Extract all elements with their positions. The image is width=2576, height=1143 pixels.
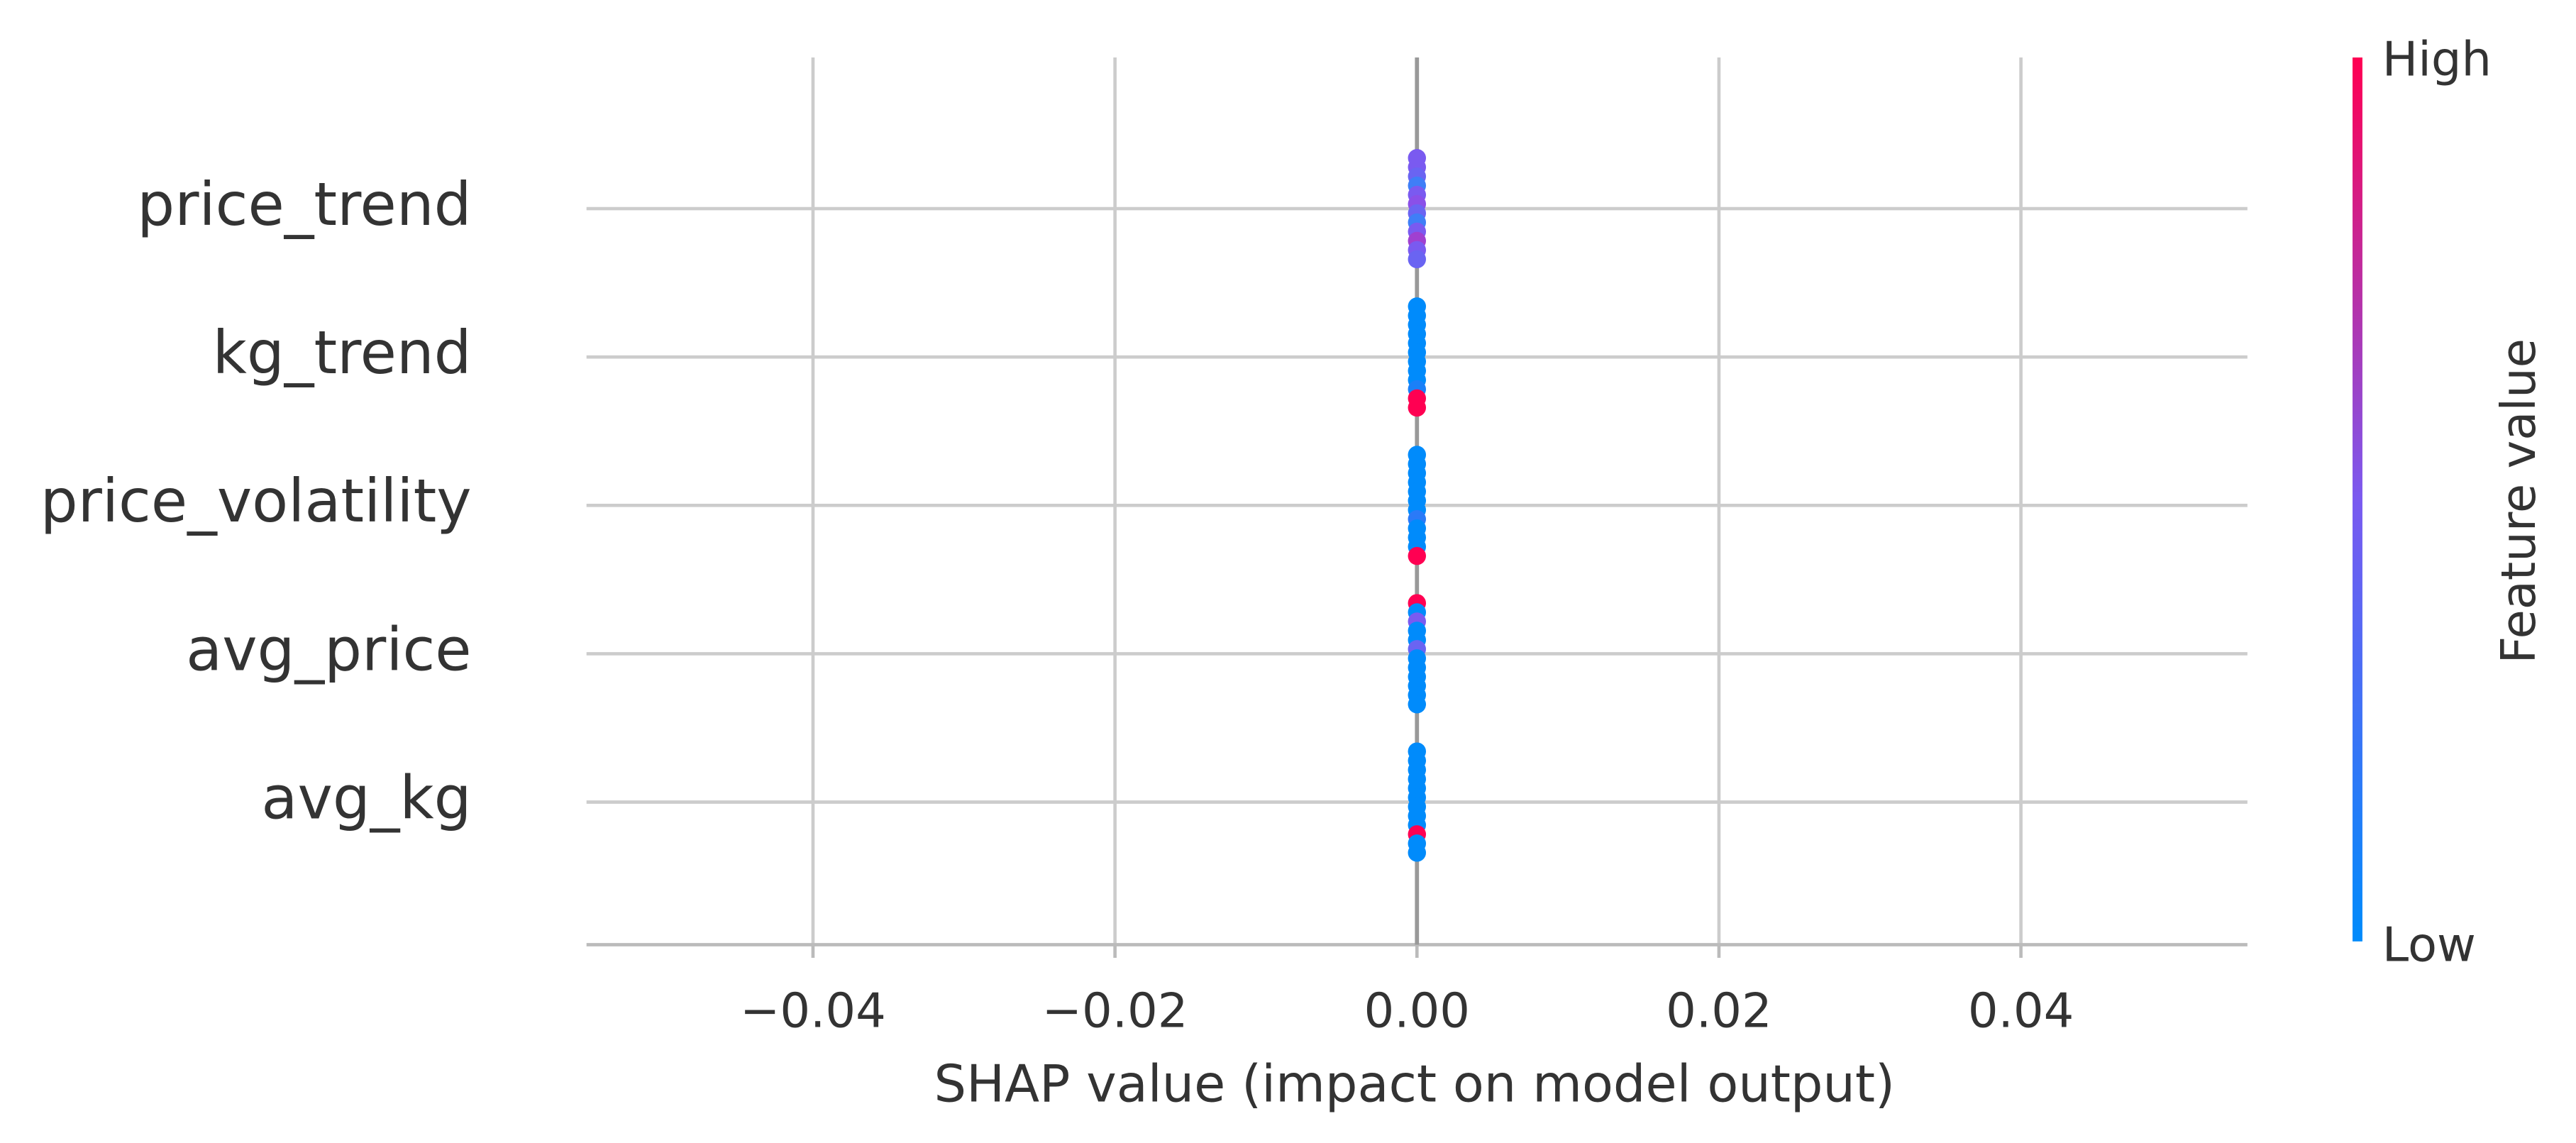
x-tick-label: 0.02 — [1666, 983, 1772, 1038]
x-axis-label: SHAP value (impact on model output) — [934, 1054, 1896, 1113]
y-tick-label: price_volatility — [40, 467, 472, 536]
x-tick-label: −0.02 — [1042, 983, 1188, 1038]
point — [1408, 844, 1427, 862]
y-tick-label: avg_kg — [261, 763, 471, 832]
x-tick-label: 0.04 — [1968, 983, 2074, 1038]
point — [1408, 695, 1427, 714]
point — [1408, 546, 1427, 565]
y-tick-label: price_trend — [137, 170, 471, 239]
x-tick-label: −0.04 — [740, 983, 886, 1038]
colorbar — [2353, 57, 2362, 942]
x-tick-label: 0.00 — [1364, 983, 1471, 1038]
colorbar-label: Feature value — [2491, 338, 2546, 663]
colorbar-high-label: High — [2382, 32, 2492, 87]
y-tick-label: avg_price — [186, 615, 471, 684]
colorbar-low-label: Low — [2382, 917, 2476, 973]
point — [1408, 250, 1427, 269]
point — [1408, 398, 1427, 417]
y-tick-label: kg_trend — [213, 319, 472, 387]
